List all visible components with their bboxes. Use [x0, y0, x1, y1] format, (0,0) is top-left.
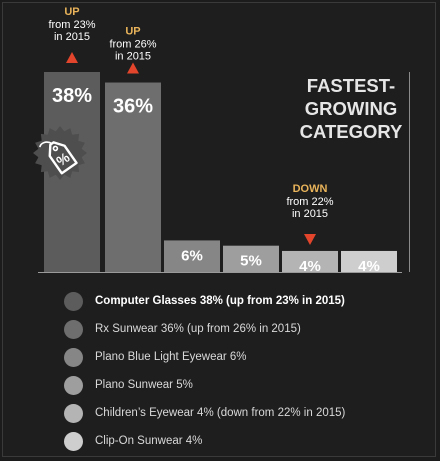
bar-5 — [341, 250, 397, 272]
bar-value-label-1: 36% — [113, 96, 153, 118]
legend-label: Children’s Eyewear 4% (down from 22% in … — [95, 407, 346, 419]
legend-swatch — [64, 347, 83, 367]
down-arrow-icon — [304, 233, 316, 245]
legend-item: Plano Blue Light Eyewear 6% — [64, 343, 345, 371]
legend-swatch — [64, 431, 83, 451]
legend-swatch — [64, 291, 83, 311]
bar-1 — [105, 82, 161, 273]
bar-value-label-4: 4% — [299, 258, 321, 275]
legend-label: Plano Blue Light Eyewear 6% — [95, 351, 247, 363]
legend-swatch — [64, 375, 83, 395]
legend-item: Children’s Eyewear 4% (down from 22% in … — [64, 399, 345, 427]
legend-label: Rx Sunwear 36% (up from 26% in 2015) — [95, 323, 301, 335]
legend-item: Computer Glasses 38% (up from 23% in 201… — [64, 287, 345, 315]
chart-title: FASTEST-GROWING CATEGORY — [300, 75, 403, 142]
legend-swatch — [64, 319, 83, 339]
legend: Computer Glasses 38% (up from 23% in 201… — [64, 287, 345, 455]
annotation-heading-1: UP — [125, 26, 140, 38]
annotation-text-0: from 23% in 2015 — [48, 19, 95, 43]
bar-value-label-5: 4% — [358, 258, 380, 275]
annotation-heading-0: UP — [64, 6, 79, 18]
bar-value-label-0: 38% — [52, 85, 92, 107]
legend-swatch — [64, 403, 83, 423]
legend-label: Clip-On Sunwear 4% — [95, 435, 203, 447]
legend-label: Plano Sunwear 5% — [95, 379, 193, 391]
up-arrow-icon — [66, 52, 78, 63]
legend-item: Plano Sunwear 5% — [64, 371, 345, 399]
legend-label: Computer Glasses 38% (up from 23% in 201… — [95, 295, 345, 307]
bar-3 — [223, 245, 279, 272]
annotation-text-1: from 26% in 2015 — [109, 39, 156, 63]
bar-value-label-3: 5% — [240, 253, 262, 270]
bar-value-label-2: 6% — [181, 247, 203, 264]
bar-4 — [282, 250, 338, 272]
legend-item: Rx Sunwear 36% (up from 26% in 2015) — [64, 315, 345, 343]
annotation-text-2: from 22% in 2015 — [286, 196, 333, 220]
annotation-heading-2: DOWN — [293, 183, 328, 195]
bar-2 — [164, 240, 220, 272]
legend-item: Clip-On Sunwear 4% — [64, 427, 345, 455]
up-arrow-icon — [127, 62, 139, 74]
